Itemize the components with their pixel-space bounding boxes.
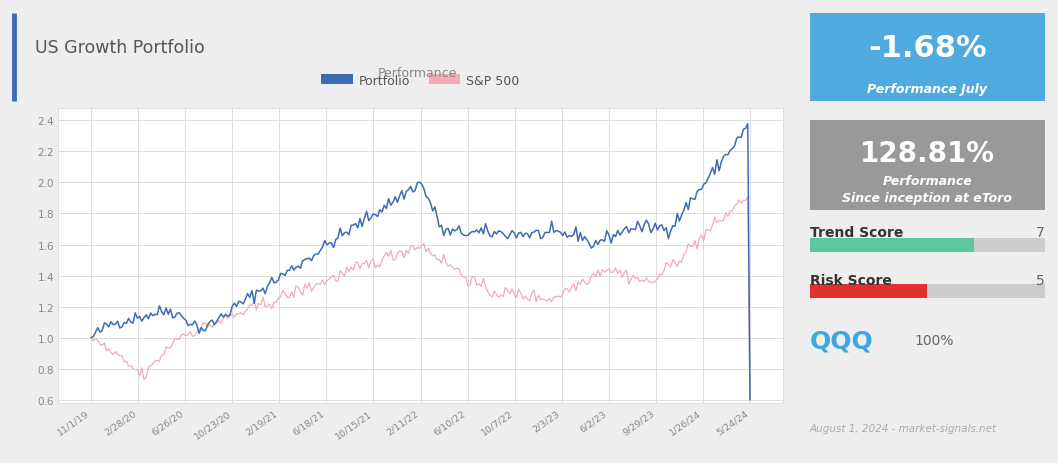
Text: August 1, 2024 - market-signals.net: August 1, 2024 - market-signals.net	[809, 423, 997, 433]
Bar	[809, 285, 1045, 299]
Text: Since inception at eToro: Since inception at eToro	[842, 192, 1013, 205]
Text: 100%: 100%	[914, 333, 953, 347]
Bar	[809, 238, 974, 252]
Text: QQQ: QQQ	[809, 328, 874, 352]
Text: Trend Score: Trend Score	[809, 226, 904, 240]
Text: US Growth Portfolio: US Growth Portfolio	[35, 39, 204, 57]
FancyBboxPatch shape	[809, 120, 1045, 211]
Bar	[809, 285, 927, 299]
Text: 5: 5	[1036, 273, 1045, 287]
Text: 7: 7	[1036, 226, 1045, 240]
Text: Performance: Performance	[378, 67, 458, 80]
Text: Performance July: Performance July	[868, 82, 987, 95]
Bar	[809, 238, 1045, 252]
Text: -1.68%: -1.68%	[868, 34, 987, 63]
FancyBboxPatch shape	[809, 14, 1045, 102]
Text: Performance: Performance	[882, 175, 972, 188]
Legend: Portfolio, S&P 500: Portfolio, S&P 500	[316, 69, 525, 93]
Text: Risk Score: Risk Score	[809, 273, 892, 287]
Text: 128.81%: 128.81%	[860, 140, 995, 168]
